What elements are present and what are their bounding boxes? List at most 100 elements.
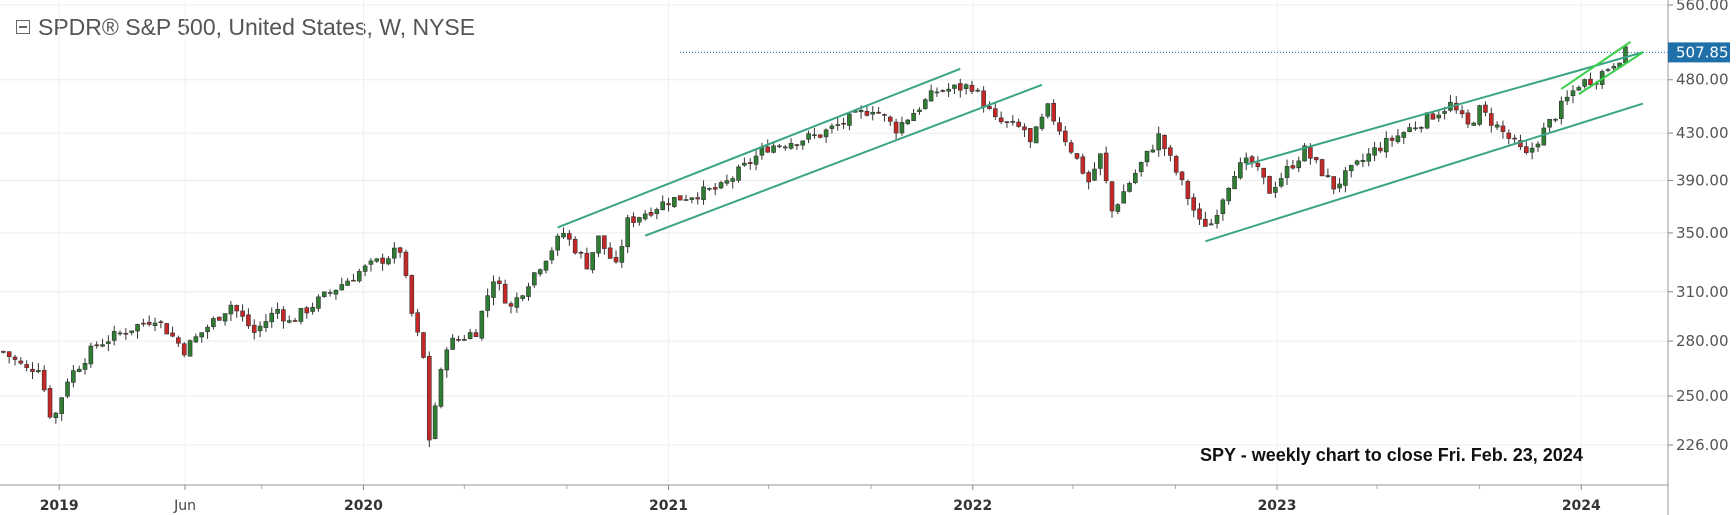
candle (444, 347, 450, 378)
candle-body (794, 144, 800, 146)
candle-body (1325, 175, 1331, 178)
candle (864, 105, 870, 117)
candle (1022, 123, 1027, 138)
candle-body (1063, 130, 1068, 143)
candle (228, 301, 234, 322)
candle (1214, 209, 1220, 229)
candle (82, 358, 88, 375)
candle-body (1407, 127, 1412, 132)
channel-trendline[interactable] (1205, 102, 1644, 243)
candle (409, 274, 415, 317)
chart-title: SPDR® S&P 500, United States, W, NYSE (38, 14, 476, 40)
candle-body (893, 121, 899, 134)
channel-trendline[interactable] (557, 67, 961, 229)
candle-body (1547, 118, 1552, 128)
candle-body (333, 289, 339, 295)
candle (240, 304, 245, 322)
x-tick-label: Jun (173, 498, 196, 514)
candle (117, 330, 123, 336)
candle-body (100, 344, 105, 347)
candle-body (899, 122, 905, 134)
candle (426, 351, 432, 448)
candle-body (1366, 153, 1372, 162)
candle-body (432, 405, 438, 439)
candle (1413, 121, 1418, 131)
candle-body (1173, 156, 1179, 173)
candle-body (146, 321, 152, 325)
candle (24, 360, 29, 372)
candle (415, 308, 420, 337)
channel-trendline[interactable] (1245, 51, 1644, 166)
candle-body (1430, 113, 1436, 120)
candle (94, 341, 99, 349)
candle (590, 252, 595, 274)
candle (998, 111, 1004, 125)
candle (940, 89, 946, 93)
candle-body (975, 89, 981, 92)
candle-body (1150, 149, 1156, 153)
candle (543, 260, 549, 274)
candle-body (695, 197, 701, 200)
candle-body (590, 252, 595, 271)
candle (316, 294, 321, 312)
candle-body (467, 332, 473, 340)
candle (1395, 129, 1401, 144)
candle-body (1383, 137, 1389, 153)
candle-body (876, 111, 881, 114)
wedge-trendline[interactable] (1560, 41, 1632, 90)
candle-body (981, 90, 986, 108)
candle-body (152, 322, 158, 327)
candle-body (1051, 102, 1056, 122)
candle (1249, 154, 1255, 168)
candle-body (841, 122, 846, 125)
candle-body (327, 292, 333, 294)
candle-body (759, 147, 765, 156)
candle (339, 277, 345, 291)
candle (1582, 78, 1587, 89)
candle (742, 157, 747, 167)
candle-body (12, 356, 18, 360)
candle (1127, 181, 1132, 193)
candle (251, 319, 257, 340)
candle-body (537, 269, 543, 275)
candle (1343, 167, 1348, 193)
wedge-trendline[interactable] (1578, 51, 1644, 95)
candle (380, 253, 385, 271)
candle (817, 134, 823, 139)
candle-body (619, 246, 625, 263)
candle-body (275, 308, 280, 314)
candle-body (246, 314, 251, 327)
candle (794, 143, 800, 150)
candle-body (176, 337, 181, 344)
candle-body (135, 324, 140, 332)
candle (100, 338, 105, 348)
candle (800, 140, 806, 150)
candle-body (1313, 156, 1319, 161)
candle-body (71, 370, 76, 383)
candle-body (1290, 165, 1296, 169)
channel-trendline[interactable] (644, 83, 1043, 237)
chart-annotation: SPY - weekly chart to close Fri. Feb. 23… (1200, 445, 1583, 465)
candle-body (397, 247, 403, 253)
trendlines[interactable] (557, 41, 1644, 243)
candle (981, 86, 986, 113)
candle (537, 268, 543, 277)
candle (1337, 177, 1342, 193)
candle-body (1109, 181, 1115, 212)
candle-body (823, 129, 829, 138)
candle (532, 272, 537, 288)
candle (701, 180, 706, 205)
candle (602, 235, 607, 255)
candle-body (707, 188, 712, 190)
candle-body (1203, 218, 1208, 227)
candle (211, 316, 216, 330)
candle-body (782, 146, 788, 149)
collapse-toggle-button[interactable] (16, 20, 30, 34)
candle-body (1500, 125, 1506, 132)
candle-body (1424, 112, 1430, 129)
candle (36, 363, 41, 374)
candle (771, 142, 776, 154)
candle (648, 207, 654, 218)
candle (421, 331, 426, 359)
